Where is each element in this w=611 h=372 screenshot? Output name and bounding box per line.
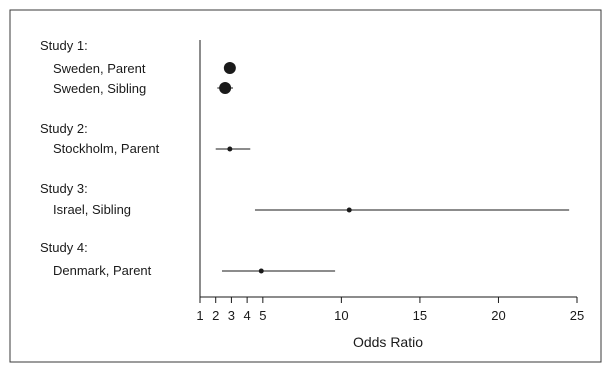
row-label-stockholm-parent: Stockholm, Parent: [53, 141, 160, 156]
group-label-study4: Study 4:: [40, 240, 88, 255]
group-label-study1: Study 1:: [40, 38, 88, 53]
point-estimate: [346, 207, 352, 213]
row-label-denmark-parent: Denmark, Parent: [53, 263, 152, 278]
group-label-study2: Study 2:: [40, 121, 88, 136]
row-label-sweden-parent: Sweden, Parent: [53, 61, 146, 76]
point-estimate: [227, 146, 233, 152]
x-tick-label: 20: [491, 308, 505, 323]
figure-frame: [9, 9, 602, 363]
interval-group: [215, 62, 570, 274]
x-tick-label: 1: [196, 308, 203, 323]
x-tick-group: 1 2 3 4 5 10 15 20 25: [196, 297, 584, 323]
x-tick-label: 25: [570, 308, 584, 323]
x-tick-label: 2: [212, 308, 219, 323]
x-tick-label: 4: [244, 308, 251, 323]
x-tick-label: 10: [334, 308, 348, 323]
x-tick-label: 15: [413, 308, 427, 323]
point-estimate: [223, 62, 236, 74]
group-label-study3: Study 3:: [40, 181, 88, 196]
row-label-israel-sibling: Israel, Sibling: [53, 202, 131, 217]
row-label-sweden-sibling: Sweden, Sibling: [53, 81, 146, 96]
x-axis-label: Odds Ratio: [353, 334, 423, 350]
point-estimate: [219, 82, 232, 94]
x-tick-label: 5: [259, 308, 266, 323]
point-estimate: [258, 268, 264, 274]
x-tick-label: 3: [228, 308, 235, 323]
